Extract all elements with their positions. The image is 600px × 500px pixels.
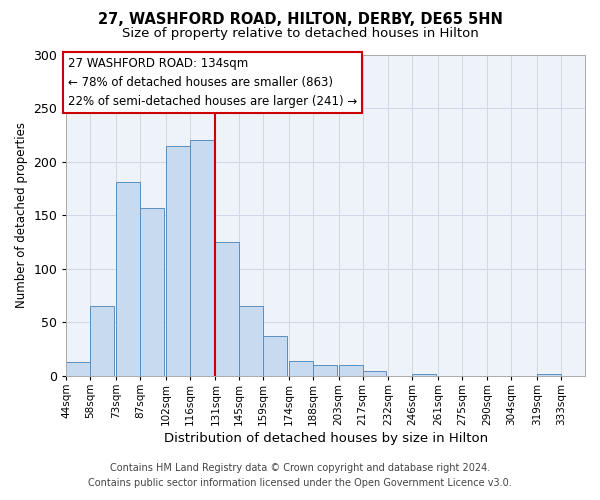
- Text: Size of property relative to detached houses in Hilton: Size of property relative to detached ho…: [122, 28, 478, 40]
- Bar: [166, 146, 190, 376]
- Bar: [362, 370, 386, 376]
- Bar: [239, 306, 263, 376]
- Bar: [537, 374, 561, 376]
- Y-axis label: Number of detached properties: Number of detached properties: [15, 122, 28, 308]
- Bar: [338, 366, 362, 376]
- Bar: [263, 336, 287, 376]
- Bar: [91, 306, 115, 376]
- Text: Contains HM Land Registry data © Crown copyright and database right 2024.
Contai: Contains HM Land Registry data © Crown c…: [88, 462, 512, 487]
- Bar: [412, 374, 436, 376]
- Bar: [116, 182, 140, 376]
- Bar: [289, 361, 313, 376]
- Bar: [67, 362, 91, 376]
- Text: 27 WASHFORD ROAD: 134sqm
← 78% of detached houses are smaller (863)
22% of semi-: 27 WASHFORD ROAD: 134sqm ← 78% of detach…: [68, 57, 358, 108]
- X-axis label: Distribution of detached houses by size in Hilton: Distribution of detached houses by size …: [164, 432, 488, 445]
- Bar: [215, 242, 239, 376]
- Bar: [190, 140, 214, 376]
- Bar: [140, 208, 164, 376]
- Text: 27, WASHFORD ROAD, HILTON, DERBY, DE65 5HN: 27, WASHFORD ROAD, HILTON, DERBY, DE65 5…: [98, 12, 502, 28]
- Bar: [313, 366, 337, 376]
